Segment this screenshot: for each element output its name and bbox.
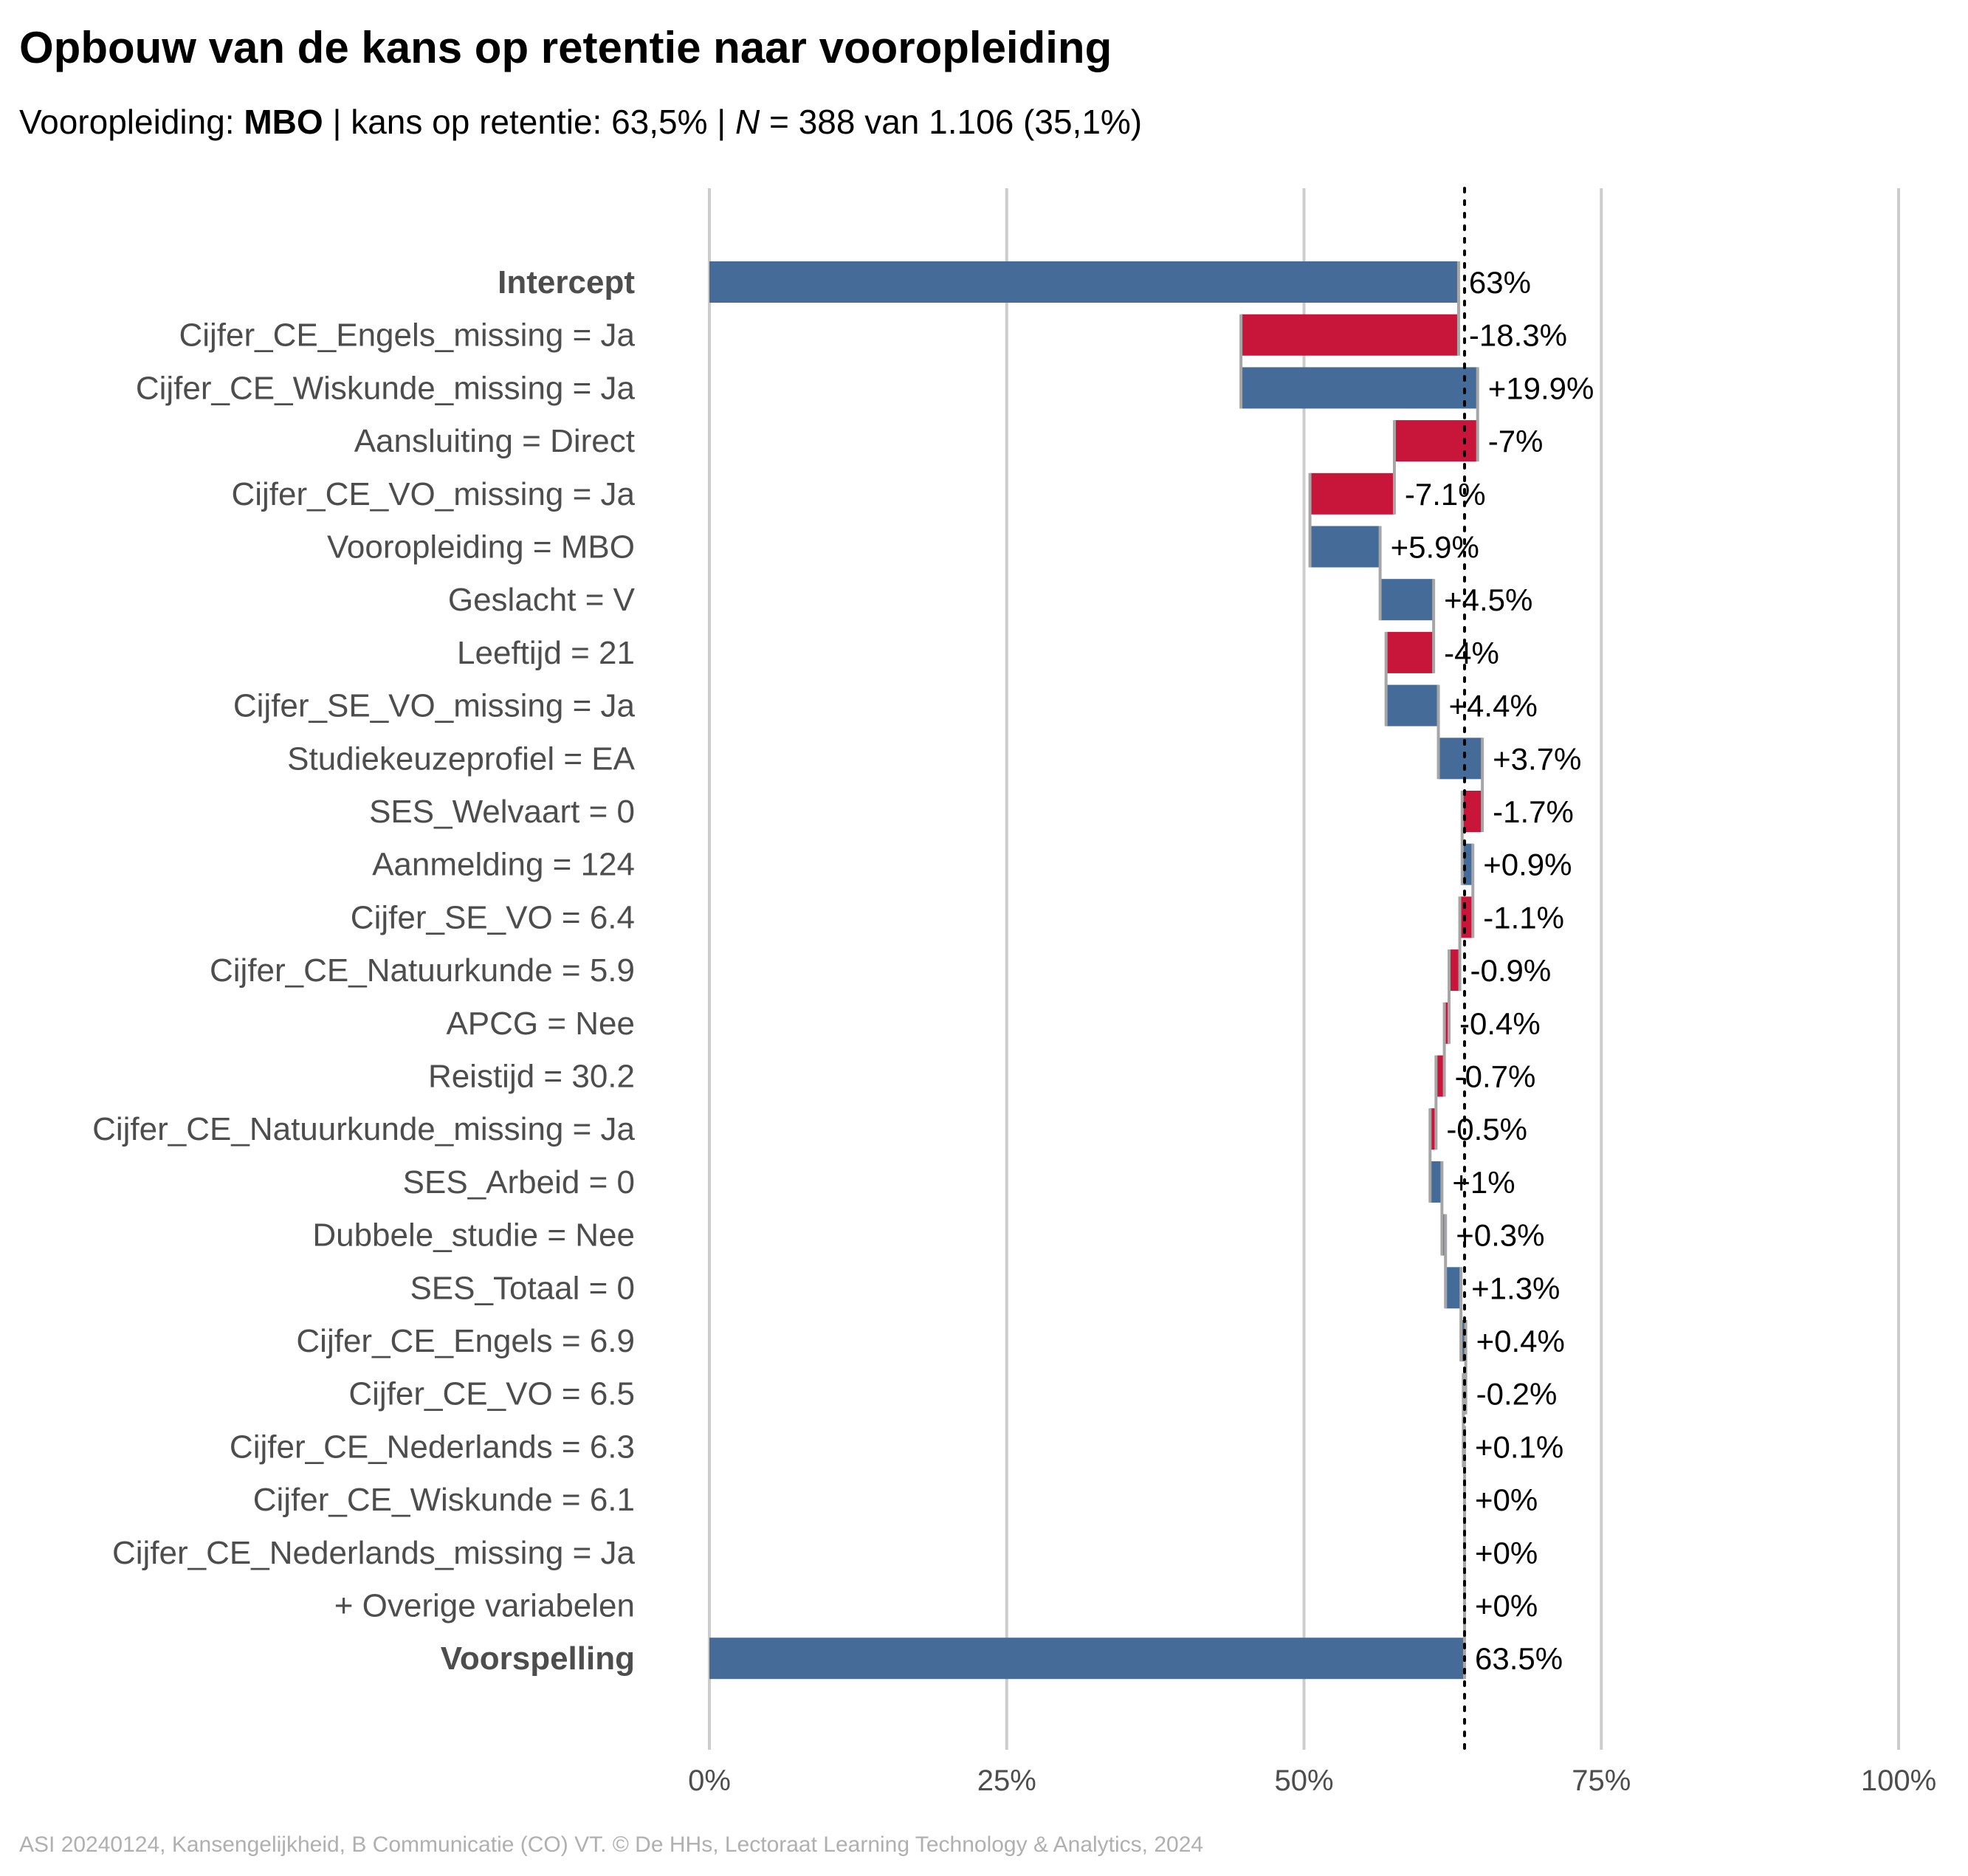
- value-label: -0.4%: [1459, 1006, 1541, 1041]
- value-label: 63%: [1469, 265, 1531, 300]
- subtitle-group: MBO: [244, 103, 323, 141]
- bar: [709, 261, 1459, 303]
- bar: [1241, 314, 1459, 356]
- bar: [1462, 791, 1483, 832]
- category-label: Aanmelding = 124: [372, 847, 635, 883]
- value-label: -7%: [1488, 424, 1544, 458]
- bar: [1442, 1214, 1446, 1256]
- value-label: +0.3%: [1456, 1218, 1544, 1253]
- bar: [1386, 684, 1439, 726]
- bar: [709, 1638, 1465, 1680]
- bar: [1449, 949, 1460, 992]
- chart-caption: ASI 20240124, Kansengelijkheid, B Commun…: [19, 1832, 1204, 1857]
- bar: [1310, 526, 1380, 568]
- category-label: Intercept: [498, 264, 635, 300]
- category-label: Dubbele_studie = Nee: [312, 1217, 635, 1254]
- value-label: -0.5%: [1446, 1112, 1527, 1147]
- category-label: Cijfer_CE_Wiskunde = 6.1: [253, 1482, 635, 1518]
- value-label: +4.4%: [1449, 689, 1538, 724]
- category-label: Cijfer_CE_Engels_missing = Ja: [179, 317, 635, 354]
- bar: [1438, 738, 1483, 780]
- x-tick-label: 100%: [1861, 1765, 1936, 1797]
- value-label: +1%: [1452, 1165, 1515, 1200]
- bar: [1310, 473, 1394, 515]
- value-label: -0.9%: [1470, 953, 1552, 988]
- category-label: Cijfer_CE_Natuurkunde_missing = Ja: [92, 1111, 635, 1147]
- value-label: -0.2%: [1476, 1377, 1558, 1412]
- value-label: -1.7%: [1493, 794, 1574, 829]
- subtitle-prefix: Vooropleiding:: [19, 103, 244, 141]
- chart-subtitle: Vooropleiding: MBO | kans op retentie: 6…: [19, 102, 1142, 142]
- x-tick-label: 75%: [1572, 1765, 1631, 1797]
- value-label: +0.9%: [1483, 848, 1572, 882]
- value-label: +0.1%: [1475, 1429, 1563, 1464]
- category-label: SES_Totaal = 0: [410, 1270, 635, 1306]
- value-label: +5.9%: [1391, 530, 1479, 565]
- category-label: Studiekeuzeprofiel = EA: [287, 741, 636, 777]
- category-label: Aansluiting = Direct: [354, 423, 635, 459]
- value-label: -7.1%: [1405, 477, 1486, 512]
- value-label: -0.7%: [1455, 1059, 1536, 1094]
- bar: [1445, 1267, 1462, 1309]
- value-label: -18.3%: [1469, 318, 1567, 353]
- category-label: Voorspelling: [441, 1640, 635, 1677]
- x-tick-label: 50%: [1274, 1765, 1333, 1797]
- subtitle-n-text: = 388 van 1.106 (35,1%): [760, 103, 1143, 141]
- x-tick-label: 0%: [688, 1765, 731, 1797]
- category-label: Geslacht = V: [448, 582, 636, 618]
- category-label: Leeftijd = 21: [457, 635, 635, 671]
- value-label: +3.7%: [1493, 741, 1581, 776]
- value-label: +0%: [1475, 1482, 1538, 1517]
- x-tick-label: 25%: [977, 1765, 1036, 1797]
- subtitle-middle: | kans op retentie: 63,5% |: [323, 103, 736, 141]
- category-label: APCG = Nee: [446, 1006, 635, 1042]
- category-label: Cijfer_CE_Nederlands_missing = Ja: [112, 1535, 636, 1571]
- category-label: Cijfer_CE_Wiskunde_missing = Ja: [136, 370, 636, 406]
- bar: [1380, 579, 1434, 621]
- bar: [1461, 1320, 1466, 1361]
- category-label: Cijfer_SE_VO = 6.4: [351, 899, 635, 935]
- value-label: -4%: [1444, 636, 1499, 670]
- category-label: Cijfer_CE_VO = 6.5: [348, 1376, 635, 1412]
- chart-title: Opbouw van de kans op retentie naar voor…: [19, 23, 1112, 72]
- bar: [1444, 1002, 1450, 1044]
- category-label: Cijfer_SE_VO_missing = Ja: [233, 688, 636, 724]
- subtitle-n-symbol: N: [735, 103, 760, 141]
- value-label: 63.5%: [1475, 1641, 1563, 1676]
- value-label: +0%: [1475, 1589, 1538, 1624]
- bar: [1436, 1055, 1445, 1097]
- category-label: Cijfer_CE_Nederlands = 6.3: [230, 1429, 635, 1465]
- bar: [1241, 367, 1478, 409]
- value-label: -1.1%: [1483, 900, 1564, 935]
- value-label: +4.5%: [1444, 583, 1532, 617]
- bar: [1386, 631, 1434, 673]
- value-label: +0%: [1475, 1536, 1538, 1570]
- category-label: + Overige variabelen: [334, 1588, 635, 1624]
- category-label: Cijfer_CE_Natuurkunde = 5.9: [210, 952, 635, 989]
- value-label: +1.3%: [1471, 1271, 1560, 1305]
- category-label: Reistijd = 30.2: [428, 1059, 635, 1095]
- value-label: +19.9%: [1488, 371, 1594, 405]
- category-label: Cijfer_CE_VO_missing = Ja: [231, 476, 635, 512]
- value-label: +0.4%: [1476, 1324, 1565, 1358]
- category-label: Cijfer_CE_Engels = 6.9: [296, 1323, 635, 1359]
- bar: [1459, 896, 1473, 938]
- bar: [1430, 1108, 1437, 1150]
- category-label: Vooropleiding = MBO: [327, 529, 635, 566]
- category-label: SES_Arbeid = 0: [403, 1164, 635, 1200]
- bar: [1430, 1161, 1442, 1203]
- category-label: SES_Welvaart = 0: [369, 794, 635, 830]
